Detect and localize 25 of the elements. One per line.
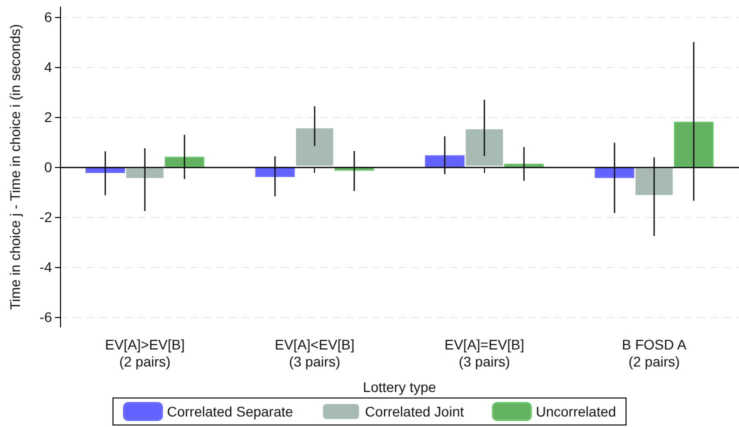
bar: [125, 167, 165, 180]
legend-label: Uncorrelated: [536, 404, 616, 420]
x-axis-title: Lottery type: [362, 379, 436, 395]
y-tick-label: -4: [40, 259, 52, 275]
bar: [424, 155, 465, 167]
y-tick-label: 6: [44, 9, 52, 25]
legend-label: Correlated Joint: [365, 404, 464, 420]
bar: [464, 128, 504, 167]
bar: [634, 167, 674, 196]
y-tick-label: 0: [44, 159, 52, 175]
bar: [294, 127, 334, 167]
y-tick-label: -2: [40, 209, 52, 225]
bar: [594, 167, 634, 178]
y-tick-label: 2: [44, 109, 52, 125]
bar: [164, 156, 204, 167]
x-tick-label: B FOSD A (2 pairs): [622, 336, 688, 370]
bar: [674, 122, 714, 167]
y-axis-title: Time in choice j - Time in choice i (in seconds): [7, 24, 23, 310]
y-tick-label: 4: [44, 59, 52, 75]
legend-label: Correlated Separate: [166, 404, 294, 420]
bar: [504, 164, 544, 167]
x-tick-label: EV[A]=EV[B] (3 pairs): [444, 336, 524, 370]
x-tick-label: EV[A]<EV[B] (3 pairs): [274, 336, 355, 370]
x-tick-label: EV[A]>EV[B] (2 pairs): [104, 336, 185, 370]
y-tick-label: -6: [40, 309, 52, 325]
